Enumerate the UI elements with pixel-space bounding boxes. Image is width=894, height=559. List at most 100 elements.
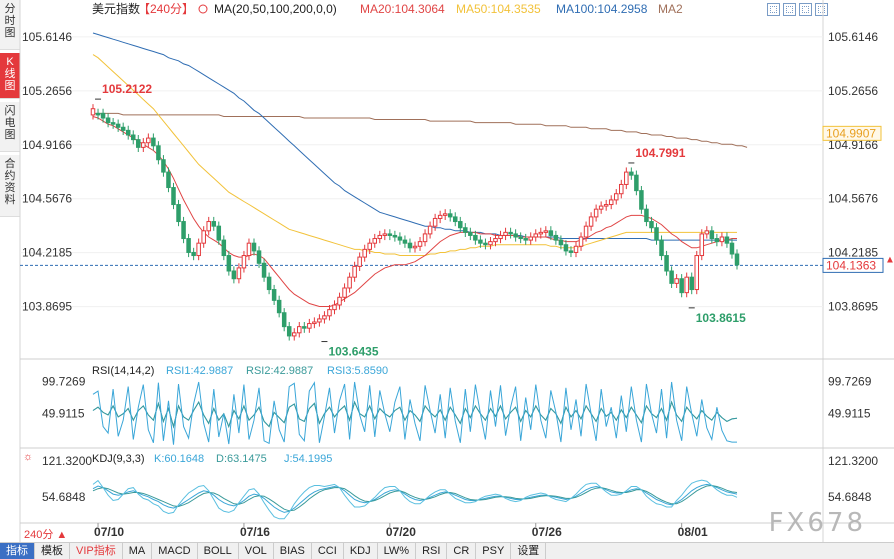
candle <box>191 251 196 257</box>
candle <box>573 245 579 253</box>
candle <box>166 171 171 189</box>
legend-ma20: MA20:104.3064 <box>360 2 445 16</box>
side-tab-0[interactable]: 分时图 <box>0 0 20 50</box>
indicator-tab-2[interactable]: VIP指标 <box>70 543 123 559</box>
indicator-tab-9[interactable]: KDJ <box>344 543 378 559</box>
candle <box>528 236 533 241</box>
x-tick-label: 07/16 <box>240 525 270 539</box>
candle <box>216 225 222 241</box>
candle <box>719 236 725 243</box>
kdj-legend-k: K:60.1648 <box>154 453 204 465</box>
side-tab-2[interactable]: 闪电图 <box>0 102 20 152</box>
price-tick-right: 104.2185 <box>828 246 878 260</box>
indicator-tab-3[interactable]: MA <box>123 543 153 559</box>
candle <box>468 231 473 236</box>
candle <box>362 248 367 258</box>
kdj-legend-d: D:63.1475 <box>216 453 267 465</box>
candle <box>392 234 398 238</box>
indicator-tab-bar: 指标 模板 VIP指标 MA MACD BOLL VOL BIAS CCI KDJ LW% RSI CR… <box>0 542 894 559</box>
x-tick-label: 08/01 <box>678 525 708 539</box>
price-tick-left: 103.8695 <box>22 300 72 314</box>
candle <box>427 225 433 235</box>
kdj-legend-title: KDJ(9,3,3) <box>92 453 145 465</box>
candle <box>342 287 347 298</box>
annotation-high: 104.7991 <box>635 146 685 160</box>
indicator-tab-0[interactable]: 指标 <box>0 543 35 559</box>
indicator-tab-12[interactable]: CR <box>447 543 477 559</box>
indicator-tab-5[interactable]: BOLL <box>198 543 239 559</box>
indicator-tab-14[interactable]: 设置 <box>511 543 547 559</box>
candle <box>432 217 438 227</box>
kdj-line-j <box>92 479 738 520</box>
candle <box>679 278 684 294</box>
candle <box>347 276 352 289</box>
indicator-tab-13[interactable]: PSY <box>476 543 512 559</box>
period-selector[interactable]: 240分 ▲ <box>24 529 68 541</box>
candle <box>256 250 262 264</box>
candle <box>236 267 242 280</box>
candle <box>548 230 554 236</box>
candle <box>95 112 101 116</box>
indicator-tab-7[interactable]: BIAS <box>274 543 312 559</box>
price-tick-left: 105.6146 <box>22 30 72 44</box>
candle <box>231 270 237 280</box>
indicator-tab-8[interactable]: CCI <box>312 543 344 559</box>
candle <box>226 255 232 272</box>
candle <box>674 278 679 284</box>
zoom-out-icon[interactable] <box>783 3 796 16</box>
chart-toolbar <box>767 3 828 16</box>
candle <box>533 233 539 238</box>
indicator-tab-1[interactable]: 模板 <box>35 543 70 559</box>
rsi-legend-rsi2: RSI2:42.9887 <box>246 365 313 377</box>
indicator-tab-11[interactable]: RSI <box>416 543 448 559</box>
indicator-tab-10[interactable]: LW% <box>378 543 417 559</box>
chart-canvas[interactable]: 美元指数 【240分】 MA(20,50,100,200,0,0) MA20:1… <box>0 0 894 542</box>
zoom-in-icon[interactable] <box>767 3 780 16</box>
candle <box>100 112 106 119</box>
current-price-label: 104.1363 <box>826 258 876 272</box>
candle <box>714 238 720 243</box>
indicator-tab-4[interactable]: MACD <box>152 543 198 559</box>
indicator-tab-6[interactable]: VOL <box>239 543 274 559</box>
candle <box>513 233 518 238</box>
candle <box>136 139 141 148</box>
candle <box>196 242 201 257</box>
candle <box>201 230 206 244</box>
shift-right-icon[interactable] <box>815 3 828 16</box>
candle <box>578 236 584 247</box>
kdj-tick-right: 121.3200 <box>828 454 878 468</box>
candle <box>704 230 710 235</box>
shift-left-icon[interactable] <box>799 3 812 16</box>
rsi-tick-left: 99.7269 <box>42 375 86 389</box>
annotation-low: 103.8615 <box>696 311 746 325</box>
candle <box>478 239 483 244</box>
candle <box>669 270 674 284</box>
candle <box>644 208 649 223</box>
candle <box>659 239 664 257</box>
kdj-settings-icon[interactable]: ☼ <box>23 451 33 463</box>
legend-period: 【240分】 <box>138 2 194 16</box>
candle <box>734 253 740 266</box>
ma100-line <box>92 32 737 241</box>
candle <box>90 108 96 116</box>
candle <box>463 227 468 233</box>
kdj-tick-left: 121.3200 <box>42 454 92 468</box>
candle <box>417 241 423 247</box>
candle <box>130 134 136 141</box>
candle <box>221 239 227 257</box>
side-tab-3[interactable]: 合约资料 <box>0 155 20 217</box>
candle <box>664 255 669 272</box>
period-toggle-icon[interactable] <box>198 4 208 14</box>
candle <box>156 145 161 161</box>
candle <box>568 250 574 253</box>
price-tick-left: 104.2185 <box>22 246 72 260</box>
candle <box>639 190 644 210</box>
candle <box>563 244 569 252</box>
rsi-legend-title: RSI(14,14,2) <box>92 365 154 377</box>
candle <box>276 299 282 314</box>
candle <box>412 245 418 249</box>
candle <box>553 234 559 241</box>
candle <box>397 236 403 241</box>
candle <box>251 242 257 252</box>
